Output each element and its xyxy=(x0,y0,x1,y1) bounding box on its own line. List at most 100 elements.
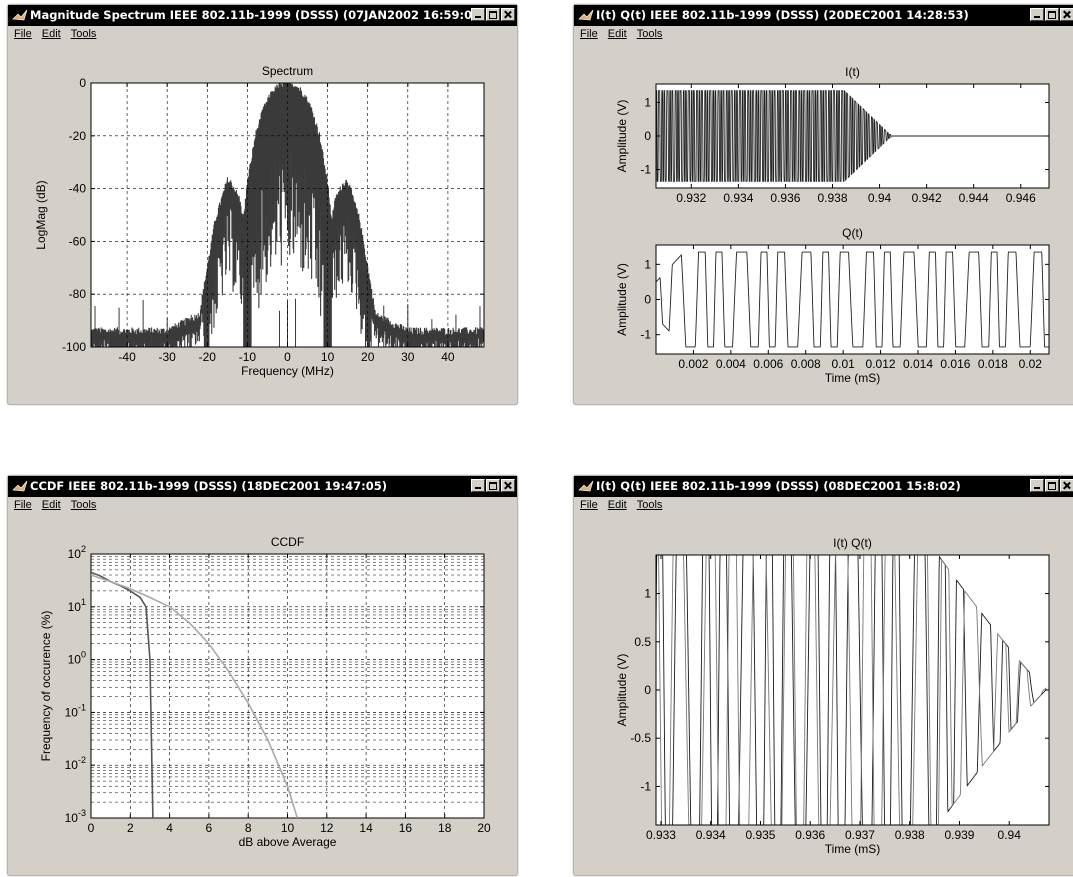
x-tick-label: 0.936 xyxy=(770,191,800,205)
x-tick-label: 0.934 xyxy=(696,828,726,842)
y-tick-label: 100 xyxy=(68,650,86,667)
x-axis-label: Time (mS) xyxy=(825,842,881,856)
matlab-icon xyxy=(578,480,594,492)
menu-edit[interactable]: Edit xyxy=(41,499,61,511)
x-tick-label: 6 xyxy=(206,821,213,835)
ccdf-series-2 xyxy=(91,574,299,818)
y-tick-label: 0.5 xyxy=(634,635,651,649)
x-tick-label: 12 xyxy=(320,821,334,835)
close-button[interactable] xyxy=(501,8,515,21)
menu-edit[interactable]: Edit xyxy=(607,28,627,40)
y-axis-label: Amplitude (V) xyxy=(615,100,629,173)
window-title: I(t) Q(t) IEEE 802.11b-1999 (DSSS) (20DE… xyxy=(596,8,969,22)
chart-title: I(t) xyxy=(845,65,860,79)
menu-file[interactable]: File xyxy=(14,499,32,511)
y-tick-label: -1 xyxy=(640,328,651,342)
x-tick-label: 0.004 xyxy=(716,357,746,371)
x-tick-label: 40 xyxy=(441,350,455,364)
x-tick-label: 0 xyxy=(88,821,95,835)
menu-edit[interactable]: Edit xyxy=(607,499,627,511)
x-tick-label: 18 xyxy=(438,821,452,835)
minimize-button[interactable] xyxy=(471,479,485,492)
menu-file[interactable]: File xyxy=(580,28,598,40)
maximize-button[interactable] xyxy=(1045,479,1059,492)
spectrum-window: Magnitude Spectrum IEEE 802.11b-1999 (DS… xyxy=(7,4,518,405)
chart-title: CCDF xyxy=(271,535,304,549)
y-tick-label: -0.5 xyxy=(630,731,651,745)
x-tick-label: 0.018 xyxy=(978,357,1008,371)
menu-tools[interactable]: Tools xyxy=(70,28,97,40)
x-tick-label: 2 xyxy=(127,821,134,835)
x-tick-label: 0.016 xyxy=(940,357,970,371)
y-tick-label: 0 xyxy=(644,293,651,307)
y-tick-label: -80 xyxy=(69,287,87,301)
menu-file[interactable]: File xyxy=(14,28,32,40)
close-button[interactable] xyxy=(1060,8,1073,21)
x-tick-label: -40 xyxy=(118,350,136,364)
iq-window-2: I(t) Q(t) IEEE 802.11b-1999 (DSSS) (08DE… xyxy=(573,475,1073,876)
menu-tools[interactable]: Tools xyxy=(636,28,663,40)
x-tick-label: 10 xyxy=(321,350,335,364)
y-axis-label: LogMag (dB) xyxy=(34,180,48,249)
y-tick-label: -1 xyxy=(640,163,651,177)
y-tick-label: 1 xyxy=(644,587,651,601)
y-tick-label: 102 xyxy=(68,544,86,561)
minimize-button[interactable] xyxy=(471,8,485,21)
title-bar[interactable]: I(t) Q(t) IEEE 802.11b-1999 (DSSS) (08DE… xyxy=(574,476,1073,497)
window-title: Magnitude Spectrum IEEE 802.11b-1999 (DS… xyxy=(30,8,486,22)
y-tick-label: -100 xyxy=(62,340,86,354)
x-tick-label: 16 xyxy=(399,821,413,835)
chart-title: Spectrum xyxy=(262,64,313,78)
y-axis-label: Amplitude (V) xyxy=(615,263,629,336)
x-tick-label: 0.02 xyxy=(1019,357,1043,371)
x-tick-label: -10 xyxy=(239,350,257,364)
x-tick-label: 8 xyxy=(245,821,252,835)
x-tick-label: 20 xyxy=(477,821,491,835)
maximize-button[interactable] xyxy=(1045,8,1059,21)
y-tick-label: 0 xyxy=(644,683,651,697)
x-tick-label: 0.94 xyxy=(868,191,892,205)
x-tick-label: 0.935 xyxy=(745,828,775,842)
minimize-button[interactable] xyxy=(1030,8,1044,21)
maximize-button[interactable] xyxy=(486,8,500,21)
i-signal-series xyxy=(656,555,1047,825)
x-tick-label: 0.939 xyxy=(944,828,974,842)
menu-bar: File Edit Tools xyxy=(580,499,662,511)
x-tick-label: 4 xyxy=(166,821,173,835)
x-tick-label: 0.94 xyxy=(998,828,1022,842)
x-tick-label: -20 xyxy=(199,350,217,364)
close-button[interactable] xyxy=(1060,479,1073,492)
x-tick-label: 0.938 xyxy=(817,191,847,205)
y-tick-label: -20 xyxy=(69,129,87,143)
minimize-button[interactable] xyxy=(1030,479,1044,492)
matlab-icon xyxy=(12,9,28,21)
x-tick-label: 0.012 xyxy=(866,357,896,371)
x-tick-label: 0.934 xyxy=(723,191,753,205)
x-tick-label: 0.932 xyxy=(676,191,706,205)
x-tick-label: 0.944 xyxy=(959,191,989,205)
menu-edit[interactable]: Edit xyxy=(41,28,61,40)
close-button[interactable] xyxy=(501,479,515,492)
plot-area xyxy=(656,555,1049,825)
x-tick-label: 0.01 xyxy=(831,357,855,371)
ccdf-window: CCDF IEEE 802.11b-1999 (DSSS) (18DEC2001… xyxy=(7,475,518,876)
x-tick-label: 0.002 xyxy=(678,357,708,371)
title-bar[interactable]: CCDF IEEE 802.11b-1999 (DSSS) (18DEC2001… xyxy=(8,476,517,497)
menu-tools[interactable]: Tools xyxy=(636,499,663,511)
x-tick-label: 14 xyxy=(359,821,373,835)
y-tick-label: 1 xyxy=(644,95,651,109)
y-tick-label: -40 xyxy=(69,182,87,196)
x-tick-label: 0.946 xyxy=(1006,191,1036,205)
x-tick-label: 0.008 xyxy=(791,357,821,371)
y-tick-label: -1 xyxy=(640,779,651,793)
menu-file[interactable]: File xyxy=(580,499,598,511)
x-tick-label: 0.006 xyxy=(753,357,783,371)
maximize-button[interactable] xyxy=(486,479,500,492)
menu-bar: File Edit Tools xyxy=(580,28,662,40)
menu-tools[interactable]: Tools xyxy=(70,499,97,511)
y-axis-label: Frequency of occurence (%) xyxy=(39,611,53,762)
title-bar[interactable]: Magnitude Spectrum IEEE 802.11b-1999 (DS… xyxy=(8,5,517,26)
x-tick-label: 10 xyxy=(281,821,295,835)
title-bar[interactable]: I(t) Q(t) IEEE 802.11b-1999 (DSSS) (20DE… xyxy=(574,5,1073,26)
y-tick-label: 0 xyxy=(644,129,651,143)
